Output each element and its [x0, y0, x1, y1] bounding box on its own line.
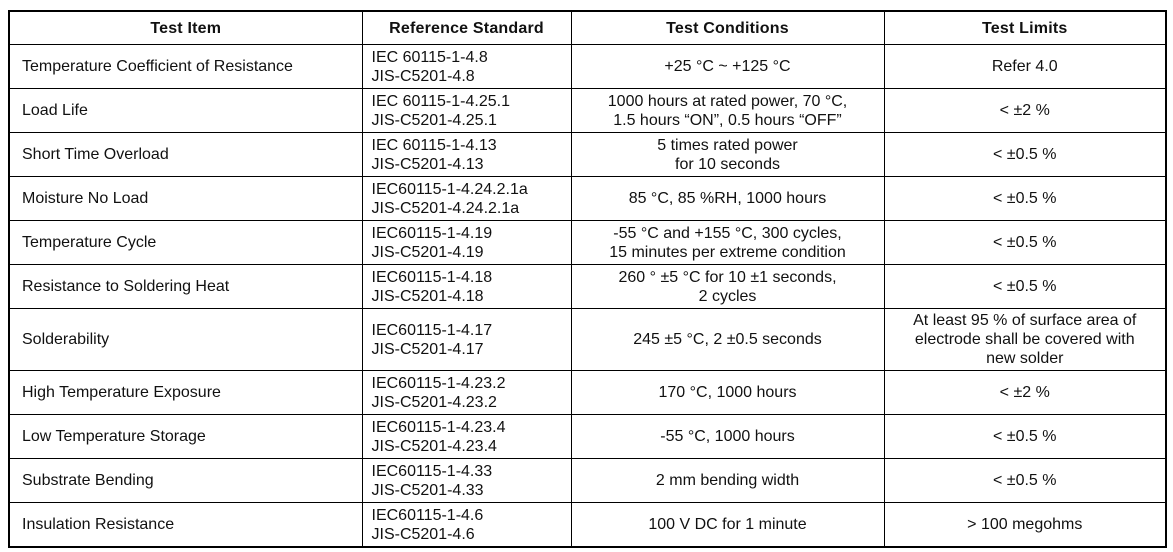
- cell-test-limits: < ±0.5 %: [883, 176, 1167, 221]
- cell-test-item: Resistance to Soldering Heat: [8, 264, 363, 309]
- cell-test-item: Temperature Cycle: [8, 220, 363, 265]
- table-row: Low Temperature Storage IEC60115-1-4.23.…: [8, 414, 1167, 459]
- table-row: Solderability IEC60115-1-4.17 JIS-C5201-…: [8, 308, 1167, 371]
- table-row: Resistance to Soldering Heat IEC60115-1-…: [8, 264, 1167, 309]
- cell-test-conditions: 170 °C, 1000 hours: [570, 370, 885, 415]
- cell-reference-standard: IEC 60115-1-4.8 JIS-C5201-4.8: [361, 44, 572, 89]
- cell-reference-standard: IEC60115-1-4.33 JIS-C5201-4.33: [361, 458, 572, 503]
- cell-reference-standard: IEC60115-1-4.6 JIS-C5201-4.6: [361, 502, 572, 548]
- cell-test-item: Solderability: [8, 308, 363, 371]
- table-row: High Temperature Exposure IEC60115-1-4.2…: [8, 370, 1167, 415]
- cell-reference-standard: IEC60115-1-4.19 JIS-C5201-4.19: [361, 220, 572, 265]
- cell-test-item: Short Time Overload: [8, 132, 363, 177]
- cell-test-item: Low Temperature Storage: [8, 414, 363, 459]
- cell-test-item: High Temperature Exposure: [8, 370, 363, 415]
- column-header: Test Item: [8, 10, 363, 45]
- cell-test-conditions: 5 times rated power for 10 seconds: [570, 132, 885, 177]
- table-row: Insulation Resistance IEC60115-1-4.6 JIS…: [8, 502, 1167, 548]
- cell-test-limits: < ±0.5 %: [883, 220, 1167, 265]
- table-row: Temperature Coefficient of Resistance IE…: [8, 44, 1167, 89]
- column-header: Test Conditions: [570, 10, 885, 45]
- cell-test-conditions: 260 ° ±5 °C for 10 ±1 seconds, 2 cycles: [570, 264, 885, 309]
- cell-test-limits: Refer 4.0: [883, 44, 1167, 89]
- cell-test-limits: > 100 megohms: [883, 502, 1167, 548]
- table-row: Moisture No Load IEC60115-1-4.24.2.1a JI…: [8, 176, 1167, 221]
- cell-reference-standard: IEC60115-1-4.24.2.1a JIS-C5201-4.24.2.1a: [361, 176, 572, 221]
- cell-test-limits: < ±0.5 %: [883, 414, 1167, 459]
- cell-test-limits: < ±2 %: [883, 88, 1167, 133]
- table-row: Load Life IEC 60115-1-4.25.1 JIS-C5201-4…: [8, 88, 1167, 133]
- cell-test-item: Temperature Coefficient of Resistance: [8, 44, 363, 89]
- cell-test-item: Insulation Resistance: [8, 502, 363, 548]
- cell-reference-standard: IEC60115-1-4.23.4 JIS-C5201-4.23.4: [361, 414, 572, 459]
- column-header: Reference Standard: [361, 10, 572, 45]
- cell-test-conditions: 1000 hours at rated power, 70 °C, 1.5 ho…: [570, 88, 885, 133]
- cell-test-limits: < ±0.5 %: [883, 458, 1167, 503]
- cell-test-limits: < ±2 %: [883, 370, 1167, 415]
- table-body: Temperature Coefficient of Resistance IE…: [8, 44, 1167, 548]
- cell-test-item: Load Life: [8, 88, 363, 133]
- cell-test-limits: At least 95 % of surface area of electro…: [883, 308, 1167, 371]
- header-row: Test Item Reference Standard Test Conditio…: [8, 10, 1167, 45]
- cell-reference-standard: IEC60115-1-4.23.2 JIS-C5201-4.23.2: [361, 370, 572, 415]
- cell-test-limits: < ±0.5 %: [883, 132, 1167, 177]
- cell-test-limits: < ±0.5 %: [883, 264, 1167, 309]
- test-specifications-table: Test Item Reference Standard Test Conditio…: [8, 10, 1167, 548]
- cell-test-conditions: -55 °C and +155 °C, 300 cycles, 15 minut…: [570, 220, 885, 265]
- cell-test-conditions: 245 ±5 °C, 2 ±0.5 seconds: [570, 308, 885, 371]
- cell-reference-standard: IEC60115-1-4.18 JIS-C5201-4.18: [361, 264, 572, 309]
- column-header: Test Limits: [883, 10, 1167, 45]
- cell-test-item: Moisture No Load: [8, 176, 363, 221]
- cell-reference-standard: IEC 60115-1-4.13 JIS-C5201-4.13: [361, 132, 572, 177]
- table-row: Short Time Overload IEC 60115-1-4.13 JIS…: [8, 132, 1167, 177]
- cell-reference-standard: IEC 60115-1-4.25.1 JIS-C5201-4.25.1: [361, 88, 572, 133]
- cell-test-conditions: +25 °C ~ +125 °C: [570, 44, 885, 89]
- table-row: Substrate Bending IEC60115-1-4.33 JIS-C5…: [8, 458, 1167, 503]
- cell-test-conditions: 100 V DC for 1 minute: [570, 502, 885, 548]
- cell-test-conditions: 85 °C, 85 %RH, 1000 hours: [570, 176, 885, 221]
- table-row: Temperature Cycle IEC60115-1-4.19 JIS-C5…: [8, 220, 1167, 265]
- cell-test-conditions: 2 mm bending width: [570, 458, 885, 503]
- cell-test-conditions: -55 °C, 1000 hours: [570, 414, 885, 459]
- cell-reference-standard: IEC60115-1-4.17 JIS-C5201-4.17: [361, 308, 572, 371]
- cell-test-item: Substrate Bending: [8, 458, 363, 503]
